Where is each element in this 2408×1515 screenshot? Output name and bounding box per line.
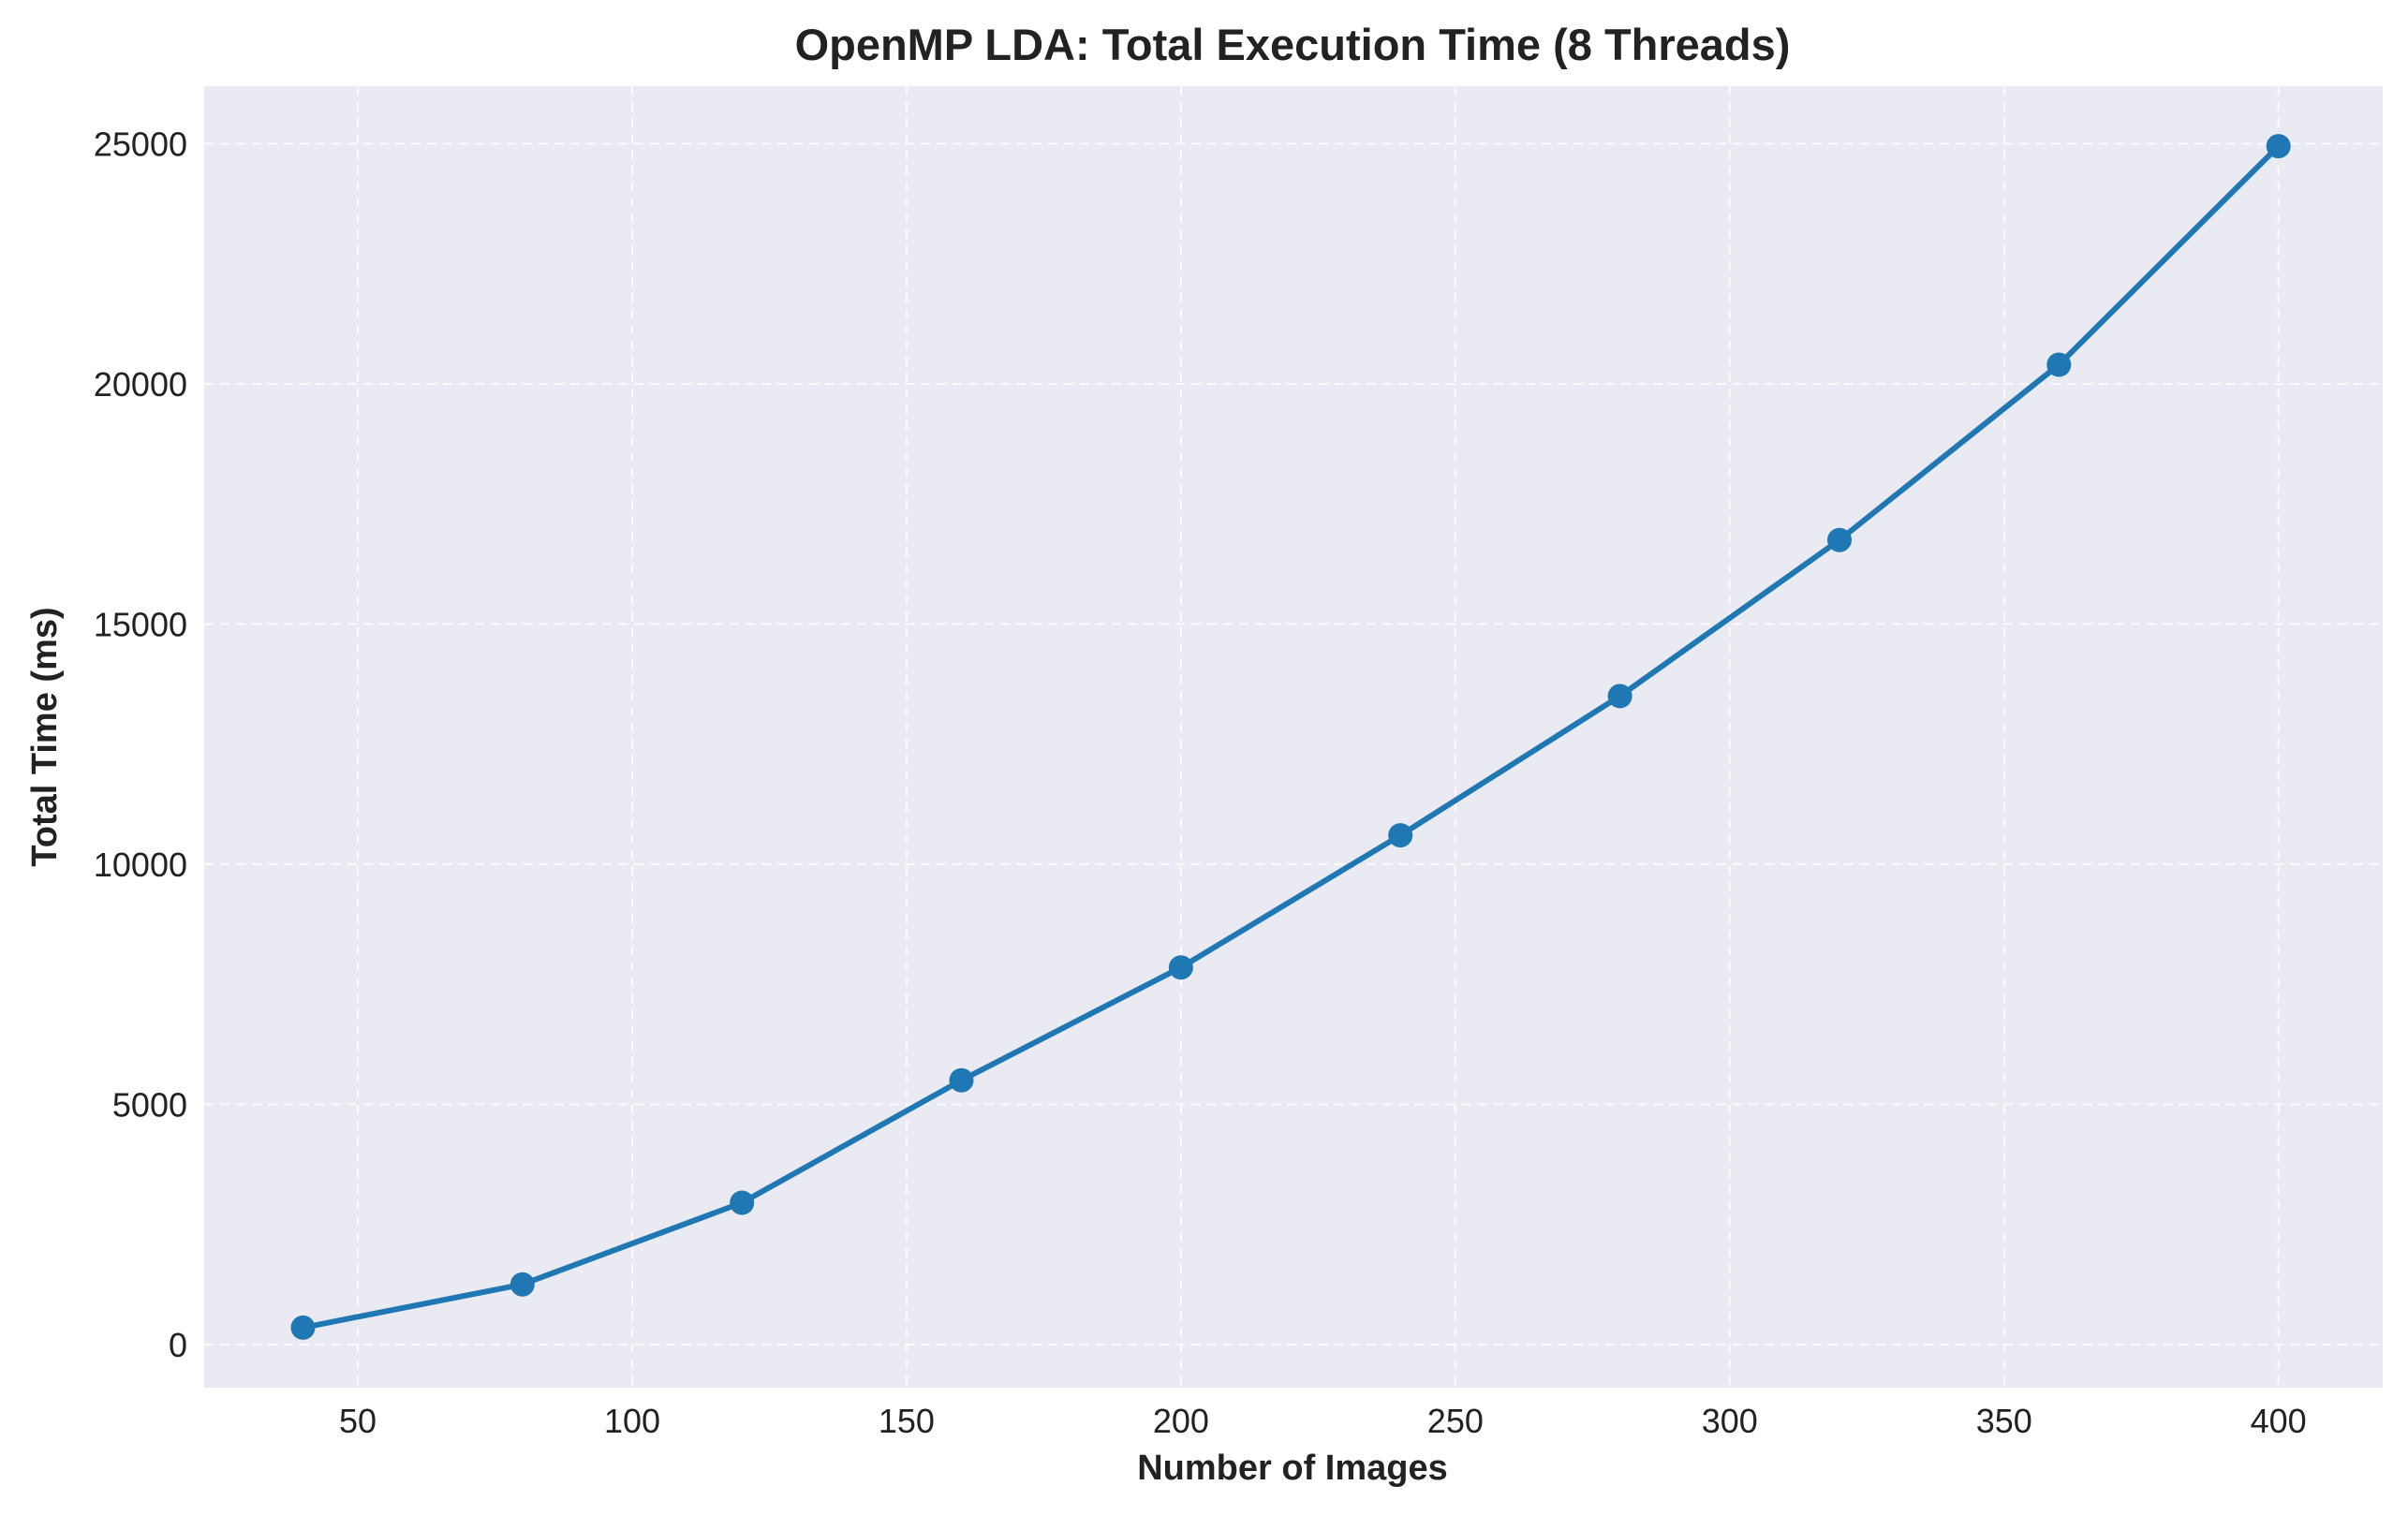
data-point — [1168, 955, 1193, 980]
x-tick-label: 100 — [604, 1402, 660, 1440]
data-point — [1388, 823, 1413, 848]
data-point — [510, 1272, 535, 1297]
data-points — [290, 134, 2291, 1340]
grid — [204, 86, 2383, 1388]
x-tick-label: 300 — [1702, 1402, 1758, 1440]
series-line-group — [300, 143, 2282, 1331]
x-tick-label: 350 — [1976, 1402, 2032, 1440]
y-axis-label: Total Time (ms) — [25, 607, 65, 866]
x-tick-label: 250 — [1427, 1402, 1484, 1440]
data-point — [949, 1067, 974, 1093]
y-tick-labels: 0 5000 10000 15000 20000 25000 — [94, 125, 187, 1364]
chart-title: OpenMP LDA: Total Execution Time (8 Thre… — [795, 20, 1791, 69]
x-tick-label: 200 — [1153, 1402, 1209, 1440]
y-tick-label: 25000 — [94, 125, 187, 164]
x-tick-label: 150 — [879, 1402, 935, 1440]
data-point — [1607, 684, 1632, 709]
y-tick-label: 0 — [169, 1326, 187, 1364]
x-tick-label: 400 — [2251, 1402, 2307, 1440]
x-axis-label: Number of Images — [1137, 1449, 1448, 1488]
y-tick-label: 10000 — [94, 846, 187, 884]
y-tick-label: 20000 — [94, 365, 187, 404]
data-point — [1827, 527, 1852, 552]
plot-background — [204, 86, 2383, 1388]
data-point — [2046, 352, 2072, 377]
series-line — [300, 143, 2282, 1331]
data-point — [2266, 134, 2291, 159]
y-tick-label: 15000 — [94, 605, 187, 643]
data-point — [290, 1315, 316, 1340]
x-tick-labels: 50 100 150 200 250 300 350 400 — [339, 1402, 2307, 1440]
data-point — [730, 1190, 755, 1215]
x-tick-label: 50 — [339, 1402, 377, 1440]
y-tick-label: 5000 — [112, 1085, 187, 1124]
